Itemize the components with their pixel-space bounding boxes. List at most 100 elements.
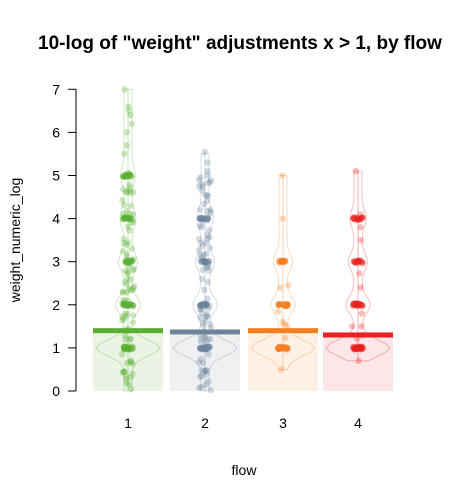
data-point xyxy=(120,368,128,376)
data-point xyxy=(129,319,137,326)
data-point xyxy=(127,357,134,365)
data-point xyxy=(121,368,128,375)
data-point xyxy=(119,317,126,324)
data-point xyxy=(129,286,136,294)
data-point xyxy=(127,359,134,366)
data-point xyxy=(119,369,127,376)
data-point xyxy=(207,209,215,216)
data-point xyxy=(203,311,211,318)
data-point xyxy=(277,366,285,373)
data-point xyxy=(119,247,127,255)
data-point xyxy=(127,190,134,197)
data-point xyxy=(126,181,133,188)
data-point xyxy=(129,302,136,309)
data-point xyxy=(198,310,206,317)
data-point xyxy=(129,211,137,218)
data-point xyxy=(120,240,128,247)
data-point xyxy=(122,346,129,353)
data-point xyxy=(204,263,212,271)
data-point xyxy=(282,302,289,310)
data-point xyxy=(201,300,209,308)
data-point xyxy=(130,285,137,292)
chart-title: 10-log of "weight" adjustments x > 1, by… xyxy=(38,33,442,54)
data-point xyxy=(126,227,133,234)
data-point xyxy=(128,219,135,226)
data-point xyxy=(122,313,130,320)
data-point xyxy=(121,150,128,158)
data-point xyxy=(120,236,128,243)
data-point xyxy=(124,297,132,305)
data-point xyxy=(120,210,127,218)
data-point xyxy=(129,360,136,368)
data-point xyxy=(199,266,206,274)
data-point xyxy=(123,376,130,383)
data-point xyxy=(123,280,131,288)
mean-line xyxy=(93,328,163,334)
data-point xyxy=(201,334,208,341)
data-point xyxy=(283,322,291,330)
x-tick-label: 3 xyxy=(279,415,287,431)
data-point xyxy=(130,255,137,263)
data-point xyxy=(127,202,135,210)
data-point xyxy=(198,253,206,261)
data-point xyxy=(197,314,204,321)
data-point xyxy=(122,267,129,274)
data-point xyxy=(119,300,126,307)
data-point xyxy=(205,351,212,358)
y-tick-label: 3 xyxy=(52,254,60,270)
data-point xyxy=(121,214,128,222)
data-point xyxy=(124,345,131,352)
data-point xyxy=(124,172,132,180)
bar xyxy=(93,330,163,391)
data-point xyxy=(203,370,210,378)
data-point xyxy=(124,275,131,282)
data-point xyxy=(120,186,127,193)
data-point xyxy=(284,282,292,289)
data-point xyxy=(197,338,205,345)
data-point xyxy=(123,360,130,367)
data-point xyxy=(202,264,210,271)
bar xyxy=(248,330,318,391)
density-outline xyxy=(325,170,391,362)
data-point xyxy=(283,345,290,352)
density-outline xyxy=(250,175,316,370)
data-point xyxy=(358,310,366,317)
data-point xyxy=(279,318,286,326)
data-point xyxy=(349,323,356,330)
data-point xyxy=(207,324,215,331)
data-point xyxy=(350,258,358,265)
data-point xyxy=(354,216,361,223)
data-point xyxy=(197,301,205,309)
data-point xyxy=(120,315,128,323)
data-point xyxy=(206,234,213,241)
data-point xyxy=(202,381,209,388)
data-point xyxy=(119,197,126,204)
data-point xyxy=(200,251,207,258)
y-tick-label: 7 xyxy=(52,81,60,97)
data-point xyxy=(127,335,135,343)
data-point xyxy=(206,302,213,309)
data-point xyxy=(204,207,212,215)
data-point xyxy=(127,385,135,393)
data-point xyxy=(203,313,210,320)
data-point xyxy=(197,355,205,363)
data-point xyxy=(126,381,133,388)
data-point xyxy=(121,297,128,304)
data-point xyxy=(121,86,128,93)
data-point xyxy=(207,335,214,343)
data-point xyxy=(130,189,137,196)
data-point xyxy=(128,120,136,127)
x-tick-label: 1 xyxy=(124,415,132,431)
data-point xyxy=(204,192,211,199)
data-point xyxy=(200,200,208,208)
data-point xyxy=(123,241,130,249)
data-point xyxy=(119,289,127,296)
data-point xyxy=(204,278,212,286)
data-point xyxy=(122,188,130,196)
data-point xyxy=(197,306,204,313)
data-point xyxy=(197,251,204,258)
data-point xyxy=(127,210,134,218)
data-point xyxy=(198,223,205,231)
data-point xyxy=(123,253,130,260)
data-point xyxy=(123,310,131,318)
